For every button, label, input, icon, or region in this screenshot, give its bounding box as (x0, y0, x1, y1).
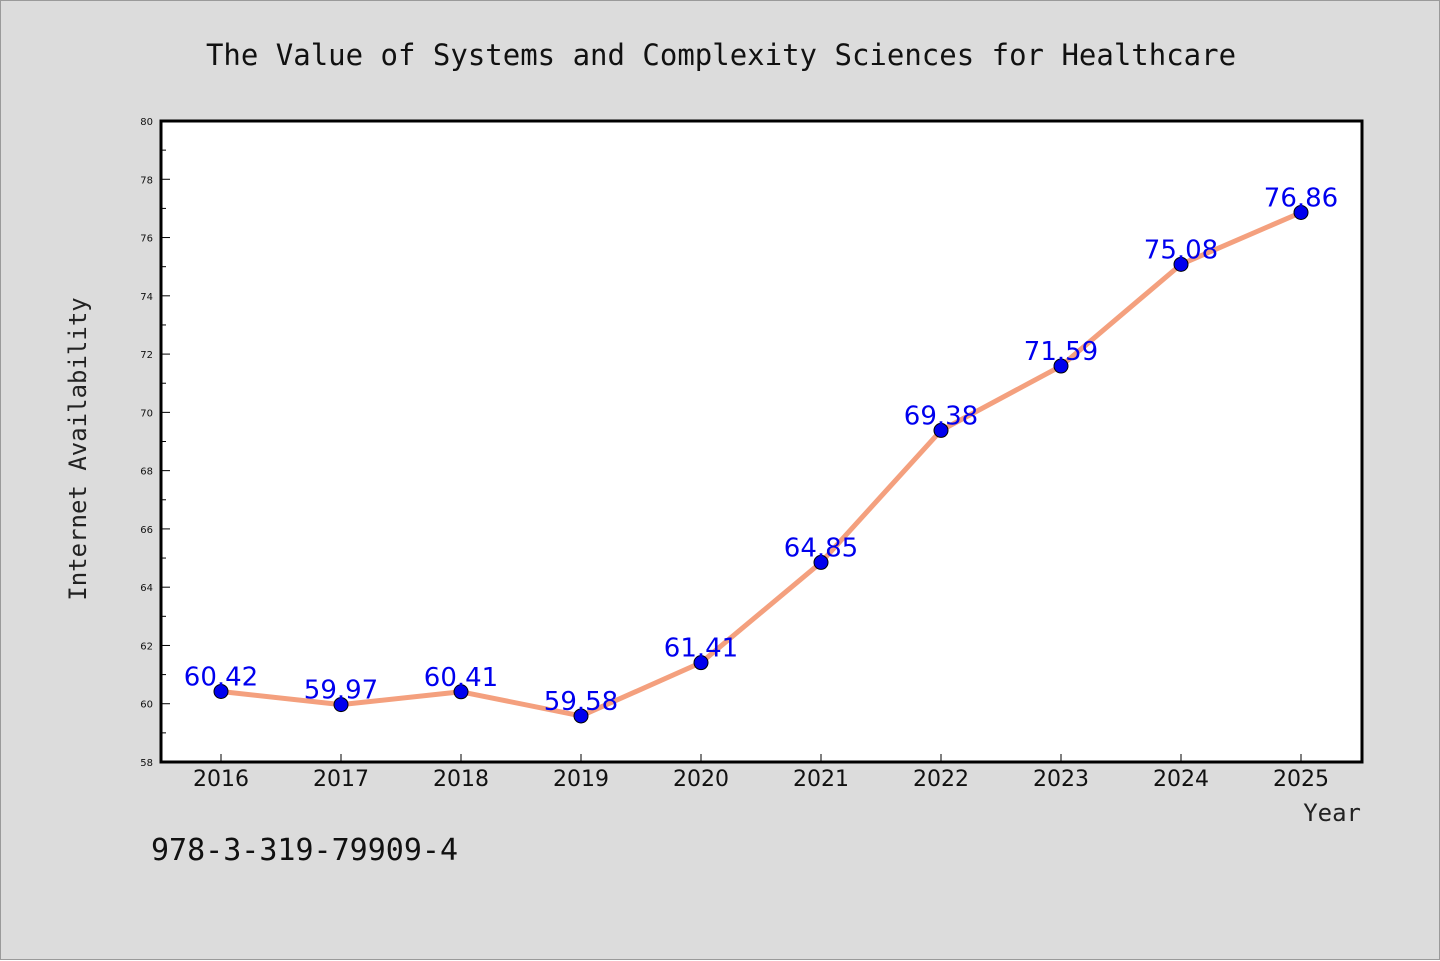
x-tick-label: 2017 (313, 767, 369, 792)
data-point (333, 697, 349, 713)
series-line (220, 210, 1302, 719)
x-tick-label: 2025 (1273, 767, 1329, 792)
x-axis-title: Year (1303, 799, 1361, 827)
data-point (693, 655, 709, 671)
data-labels: 60.42 59.97 60.41 59.58 61.41 64.85 69.38 71.59… (184, 183, 1338, 716)
data-point (933, 422, 949, 438)
x-tick-label: 2020 (673, 767, 729, 792)
data-point (573, 708, 589, 724)
data-label: 75.08 (1144, 235, 1218, 265)
y-tick-label: 60 (140, 700, 153, 711)
y-tick-label: 74 (140, 292, 153, 303)
y-tick-label: 76 (140, 234, 153, 245)
footnote-isbn: 978-3-319-79909-4 (151, 833, 459, 868)
y-tick-label: 58 (140, 758, 153, 769)
x-tick-label: 2022 (913, 767, 969, 792)
x-tick-label: 2016 (193, 767, 249, 792)
y-tick-label: 64 (140, 583, 153, 594)
x-tick-label: 2024 (1153, 767, 1209, 792)
y-tick-label: 62 (140, 641, 153, 652)
y-tick-label: 78 (140, 175, 153, 186)
data-point (813, 554, 829, 570)
data-point (1173, 256, 1189, 272)
data-label: 60.41 (424, 663, 498, 693)
data-label: 76.86 (1264, 183, 1338, 213)
chart-title: The Value of Systems and Complexity Scie… (206, 38, 1236, 72)
y-tick-label: 70 (140, 408, 153, 419)
y-axis-title: Internet Availability (64, 297, 92, 600)
data-label: 71.59 (1024, 337, 1098, 367)
data-point (213, 683, 229, 699)
plot-area (159, 119, 1364, 764)
data-label: 61.41 (664, 634, 738, 664)
x-tick-label: 2023 (1033, 767, 1089, 792)
x-tick-label: 2019 (553, 767, 609, 792)
y-axis: 58 60 62 64 66 68 70 72 74 76 78 80 (140, 117, 170, 769)
data-label: 69.38 (904, 401, 978, 431)
data-point (453, 684, 469, 700)
x-axis: 2016 2017 2018 2019 2020 2021 2022 2023 2024 2025 (193, 754, 1329, 792)
x-tick-label: 2021 (793, 767, 849, 792)
data-point (1293, 204, 1309, 220)
data-label: 60.42 (184, 662, 258, 692)
data-label: 64.85 (784, 533, 858, 563)
y-tick-label: 80 (140, 117, 153, 128)
y-tick-label: 72 (140, 350, 153, 361)
x-tick-label: 2018 (433, 767, 489, 792)
data-label: 59.97 (304, 676, 378, 706)
y-tick-label: 66 (140, 525, 153, 536)
data-label: 59.58 (544, 687, 618, 717)
y-tick-label: 68 (140, 467, 153, 478)
data-markers (213, 204, 1309, 724)
data-point (1053, 358, 1069, 374)
